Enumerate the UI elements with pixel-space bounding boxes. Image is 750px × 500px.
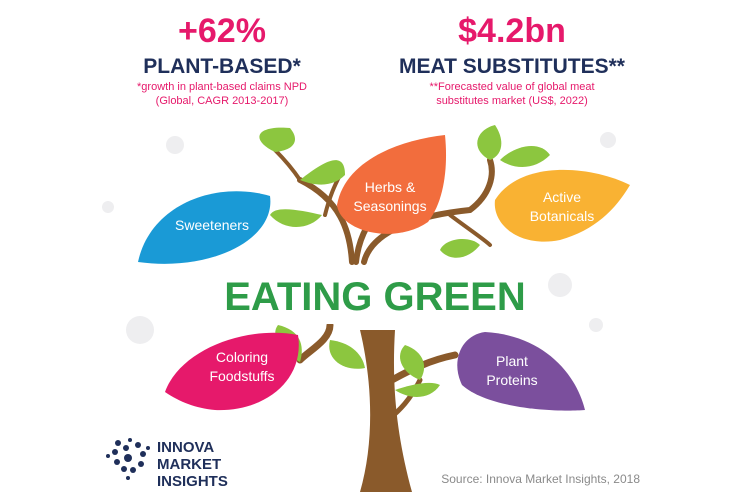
- leaf: [494, 169, 630, 242]
- leaf-label: Seasonings: [353, 198, 426, 214]
- logo-mark: [106, 438, 150, 480]
- stat-figure: +62%: [178, 12, 266, 50]
- stat-note: *growth in plant-based claims NPD: [137, 81, 307, 93]
- leaf-label: Plant: [496, 353, 528, 369]
- logo-text: MARKET: [157, 456, 221, 473]
- leaf: [337, 135, 447, 234]
- stat-note: **Forecasted value of global meat: [429, 81, 594, 93]
- leaf-label: Sweeteners: [175, 217, 249, 233]
- leaf-label: Foodstuffs: [209, 368, 274, 384]
- source: Source: Innova Market Insights, 2018: [441, 472, 640, 486]
- logo-text: INNOVA: [157, 439, 214, 456]
- leaf: [165, 332, 299, 411]
- leaf: [457, 332, 585, 411]
- logo-text: INSIGHTS: [157, 473, 228, 490]
- stat-note: (Global, CAGR 2013-2017): [156, 95, 289, 107]
- leaf-label: Botanicals: [530, 208, 595, 224]
- leaf-label: Active: [543, 189, 581, 205]
- leaf: [138, 191, 271, 264]
- headline-backdrop: [225, 272, 525, 324]
- leaf-label: Herbs &: [365, 179, 416, 195]
- stat-title: MEAT SUBSTITUTES**: [399, 55, 626, 78]
- leaf-label: Coloring: [216, 349, 268, 365]
- stat-title: PLANT-BASED*: [143, 55, 301, 78]
- headline: EATING GREEN: [224, 275, 526, 319]
- stat-note: substitutes market (US$, 2022): [436, 95, 588, 107]
- leaf-label: Proteins: [486, 372, 537, 388]
- trunk: [360, 330, 412, 492]
- stat-figure: $4.2bn: [458, 12, 566, 50]
